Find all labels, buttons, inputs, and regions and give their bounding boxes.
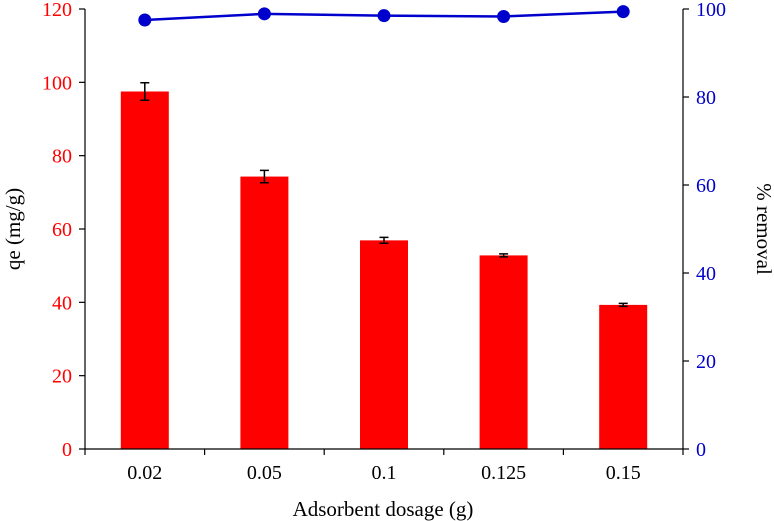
left-y-tick-label: 120: [42, 0, 72, 21]
left-y-tick-label: 20: [52, 366, 72, 388]
right-y-tick-label: 20: [696, 351, 716, 373]
left-y-tick-label: 0: [62, 439, 72, 461]
x-tick-label: 0.125: [481, 462, 526, 484]
error-bar-0.15: [618, 302, 628, 308]
left-y-axis-title: qe (mg/g): [1, 188, 25, 270]
bar-0.125: [479, 255, 528, 449]
x-tick-label: 0.05: [247, 462, 282, 484]
right-y-tick-label: 0: [696, 439, 706, 461]
bar-0.02: [120, 91, 169, 449]
line-series-removal: [138, 5, 630, 27]
removal-point-0.1: [377, 9, 391, 23]
error-bar-0.125: [499, 253, 509, 258]
bar-0.1: [360, 240, 408, 449]
removal-point-0.15: [616, 5, 630, 19]
left-y-tick-label: 60: [52, 219, 72, 241]
left-y-tick-label: 40: [52, 292, 72, 314]
right-y-tick-label: 80: [696, 87, 716, 109]
x-tick-label: 0.1: [372, 462, 397, 484]
left-y-tick-label: 100: [42, 72, 72, 94]
removal-point-0.02: [138, 13, 152, 27]
right-y-axis-title: % removal: [752, 183, 774, 275]
error-bar-0.05: [259, 169, 269, 184]
left-y-tick-label: 80: [52, 146, 72, 168]
right-y-tick-label: 100: [696, 0, 726, 21]
right-y-tick-label: 60: [696, 175, 716, 197]
right-y-tick-labels: 0 20 40 60 80 100: [696, 0, 726, 461]
bar-series-qe: [120, 91, 648, 450]
error-bar-0.1: [379, 236, 389, 245]
x-axis-title: Adsorbent dosage (g): [293, 497, 474, 521]
removal-point-0.125: [497, 9, 511, 23]
x-tick-labels: 0.02 0.05 0.1 0.125 0.15: [127, 462, 640, 484]
x-tick-label: 0.15: [606, 462, 641, 484]
removal-point-0.05: [257, 7, 271, 21]
x-tick-label: 0.02: [127, 462, 162, 484]
left-y-tick-labels: 0 20 40 60 80 100 120: [42, 0, 72, 461]
error-bar-0.02: [140, 81, 150, 102]
error-bar-group: [140, 81, 628, 308]
right-y-tick-label: 40: [696, 263, 716, 285]
bar-0.15: [599, 304, 648, 449]
axes: [79, 8, 689, 455]
bar-0.05: [240, 176, 289, 450]
